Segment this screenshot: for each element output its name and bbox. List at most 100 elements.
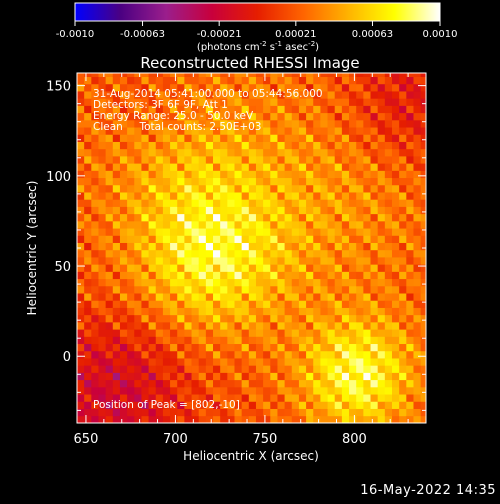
heatmap-cell [263,112,271,121]
heatmap-cell [291,98,300,106]
heatmap-cell [98,264,107,272]
heatmap-cell [356,358,364,366]
heatmap-cell [119,177,128,186]
heatmap-cell [334,199,343,207]
heatmap-cell [313,105,321,114]
heatmap-cell [320,141,328,150]
heatmap-cell [213,386,221,395]
heatmap-cell [406,350,414,359]
heatmap-cell [277,365,286,373]
heatmap-cell [391,192,400,200]
heatmap-cell [234,372,243,381]
heatmap-cell [327,293,336,301]
heatmap-cell [406,163,414,171]
heatmap-cell [241,235,250,243]
heatmap-cell [248,119,257,128]
heatmap-cell [162,192,171,200]
heatmap-cell [255,91,264,99]
heatmap-cell [134,235,142,243]
heatmap-cell [270,336,278,345]
heatmap-cell [234,408,243,417]
heatmap-cell [255,386,264,395]
heatmap-cell [213,314,221,323]
heatmap-cell [384,257,393,265]
heatmap-cell [277,163,286,171]
heatmap-cell [98,91,107,99]
heatmap-cell [284,98,293,106]
heatmap-cell [119,76,128,85]
heatmap-cell [205,134,214,142]
heatmap-cell [119,314,128,323]
heatmap-cell [370,379,379,388]
heatmap-cell [227,127,235,135]
heatmap-cell [377,134,386,142]
heatmap-cell [298,350,307,359]
heatmap-cell [198,278,207,287]
heatmap-cell [327,394,336,402]
heatmap-cell [105,314,114,323]
heatmap-cell [284,199,293,207]
heatmap-cell [105,148,114,157]
heatmap-cell [155,163,164,171]
heatmap-cell [141,134,149,142]
heatmap-cell [141,343,149,352]
heatmap-cell [91,155,99,164]
heatmap-cell [112,163,121,171]
heatmap-cell [127,192,135,200]
heatmap-cell [234,278,243,287]
heatmap-cell [234,119,243,128]
heatmap-cell [291,134,300,142]
heatmap-cell [406,134,414,142]
heatmap-cell [270,91,278,99]
heatmap-cell [363,278,371,287]
heatmap-cell [105,112,114,121]
heatmap-cell [270,83,278,92]
heatmap-cell [277,264,286,272]
heatmap-cell [84,336,92,345]
heatmap-cell [177,141,185,150]
heatmap-cell [270,321,278,330]
heatmap-cell [413,192,422,200]
heatmap-cell [112,112,121,121]
heatmap-cell [162,264,171,272]
heatmap-cell [177,119,185,128]
heatmap-cell [270,379,278,388]
heatmap-cell [170,148,178,157]
colorbar-ticks: -0.0010 -0.00063 -0.00021 0.00021 0.00063 0.0… [56,21,458,40]
heatmap-cell [327,206,336,215]
heatmap-cell [334,336,343,345]
heatmap-cell [177,271,185,280]
heatmap-cell [263,98,271,106]
heatmap-cell [155,220,164,229]
heatmap-cell [141,379,149,388]
heatmap-cell [148,73,157,78]
heatmap-cell [291,343,300,352]
heatmap-cell [334,365,343,373]
heatmap-cell [399,329,407,337]
heatmap-cell [284,213,293,222]
heatmap-cell [313,415,321,423]
heatmap-cell [270,76,278,85]
heatmap-cell [298,257,307,265]
heatmap-cell [191,148,200,157]
heatmap-cell [77,300,85,308]
heatmap-cell [356,134,364,142]
heatmap-cell [255,300,264,308]
heatmap-cell [349,329,357,337]
heatmap-cell [127,336,135,345]
heatmap-cell [84,73,92,78]
heatmap-cell [413,300,422,308]
heatmap-cell [198,213,207,222]
heatmap-cell [399,372,407,381]
heatmap-cell [406,314,414,323]
heatmap-cell [391,336,400,345]
heatmap-cell [84,343,92,352]
heatmap-cell [363,141,371,150]
heatmap-cell [220,127,228,135]
heatmap-cell [155,134,164,142]
heatmap-cell [177,321,185,330]
heatmap-cell [220,365,228,373]
heatmap-cell [327,83,336,92]
heatmap-cell [406,415,414,423]
heatmap-cell [98,105,107,114]
